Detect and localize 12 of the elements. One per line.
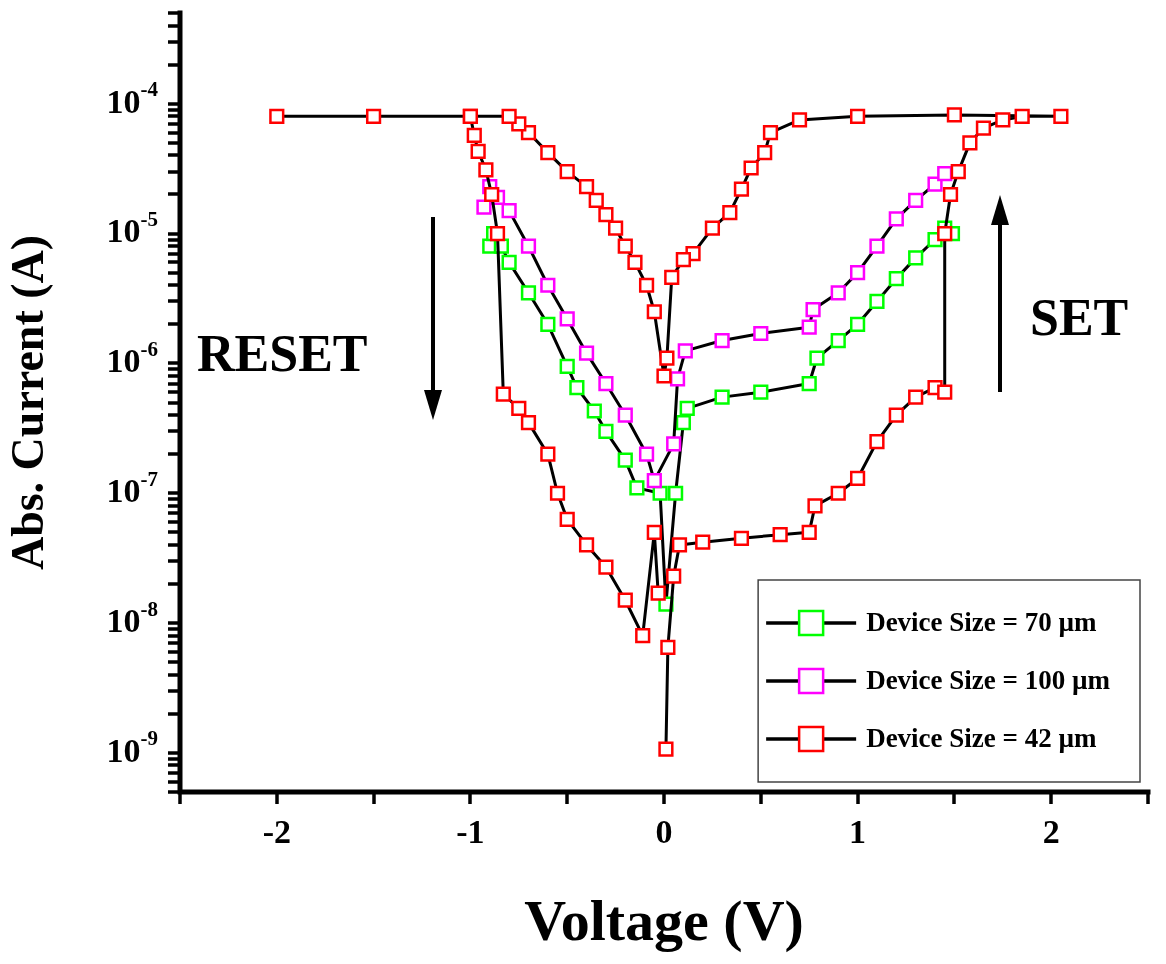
x-tick-label: -1 <box>456 812 485 850</box>
x-tick-label: 1 <box>849 812 867 850</box>
x-tick-label: 0 <box>655 812 673 850</box>
legend-label: Device Size = 70 µm <box>866 606 1098 637</box>
annotation: RESET <box>197 325 368 382</box>
x-tick-label: 2 <box>1042 812 1060 850</box>
x-axis-title: Voltage (V) <box>524 888 804 954</box>
annotation: SET <box>1030 289 1129 346</box>
y-axis-title: Abs. Current (A) <box>2 234 54 571</box>
x-tick-label: -2 <box>262 812 291 850</box>
legend-label: Device Size = 100 µm <box>866 664 1111 695</box>
legend-label: Device Size = 42 µm <box>866 722 1098 753</box>
